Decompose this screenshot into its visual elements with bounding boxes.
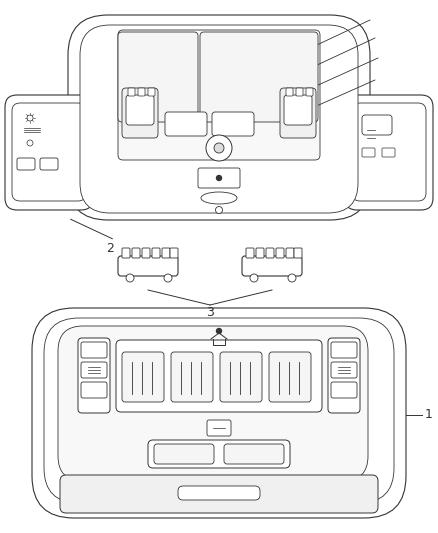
FancyBboxPatch shape [207, 420, 231, 436]
FancyBboxPatch shape [345, 95, 433, 210]
FancyBboxPatch shape [126, 95, 154, 125]
FancyBboxPatch shape [118, 256, 178, 276]
Text: 3: 3 [206, 305, 214, 319]
FancyBboxPatch shape [242, 256, 302, 276]
Circle shape [216, 175, 222, 181]
FancyBboxPatch shape [162, 248, 170, 258]
FancyBboxPatch shape [81, 362, 107, 378]
FancyBboxPatch shape [132, 248, 140, 258]
Circle shape [214, 143, 224, 153]
FancyBboxPatch shape [78, 338, 110, 413]
FancyBboxPatch shape [331, 382, 357, 398]
FancyBboxPatch shape [171, 352, 213, 402]
FancyBboxPatch shape [148, 440, 290, 468]
FancyBboxPatch shape [40, 158, 58, 170]
FancyBboxPatch shape [154, 444, 214, 464]
FancyBboxPatch shape [306, 88, 313, 96]
Circle shape [27, 115, 33, 121]
Ellipse shape [201, 192, 237, 204]
FancyBboxPatch shape [116, 340, 322, 412]
FancyBboxPatch shape [382, 148, 395, 157]
FancyBboxPatch shape [212, 112, 254, 136]
FancyBboxPatch shape [269, 352, 311, 402]
Circle shape [126, 274, 134, 282]
FancyBboxPatch shape [294, 248, 302, 258]
Circle shape [164, 274, 172, 282]
FancyBboxPatch shape [165, 112, 207, 136]
FancyBboxPatch shape [286, 248, 294, 258]
FancyBboxPatch shape [81, 342, 107, 358]
FancyBboxPatch shape [122, 352, 164, 402]
Circle shape [27, 140, 33, 146]
FancyBboxPatch shape [256, 248, 264, 258]
FancyBboxPatch shape [80, 25, 358, 213]
FancyBboxPatch shape [276, 248, 284, 258]
FancyBboxPatch shape [152, 248, 160, 258]
Circle shape [250, 274, 258, 282]
FancyBboxPatch shape [296, 88, 303, 96]
FancyBboxPatch shape [128, 88, 135, 96]
FancyBboxPatch shape [60, 475, 378, 513]
FancyBboxPatch shape [362, 148, 375, 157]
FancyBboxPatch shape [331, 342, 357, 358]
FancyBboxPatch shape [224, 444, 284, 464]
FancyBboxPatch shape [220, 352, 262, 402]
FancyBboxPatch shape [122, 248, 130, 258]
FancyBboxPatch shape [331, 362, 357, 378]
FancyBboxPatch shape [32, 308, 406, 518]
Text: 2: 2 [106, 241, 114, 254]
FancyBboxPatch shape [5, 95, 93, 210]
FancyBboxPatch shape [118, 32, 198, 122]
FancyBboxPatch shape [198, 168, 240, 188]
FancyBboxPatch shape [142, 248, 150, 258]
FancyBboxPatch shape [118, 30, 320, 160]
Circle shape [216, 328, 222, 334]
FancyBboxPatch shape [362, 115, 392, 135]
FancyBboxPatch shape [286, 88, 293, 96]
Circle shape [206, 135, 232, 161]
FancyBboxPatch shape [284, 95, 312, 125]
FancyBboxPatch shape [138, 88, 145, 96]
FancyBboxPatch shape [81, 382, 107, 398]
FancyBboxPatch shape [44, 318, 394, 503]
FancyBboxPatch shape [280, 88, 316, 138]
FancyBboxPatch shape [12, 103, 86, 201]
FancyBboxPatch shape [122, 88, 158, 138]
FancyBboxPatch shape [58, 326, 368, 481]
FancyBboxPatch shape [68, 15, 370, 220]
FancyBboxPatch shape [266, 248, 274, 258]
Circle shape [288, 274, 296, 282]
FancyBboxPatch shape [148, 88, 155, 96]
FancyBboxPatch shape [352, 103, 426, 201]
Text: 1: 1 [425, 408, 433, 422]
FancyBboxPatch shape [328, 338, 360, 413]
FancyBboxPatch shape [246, 248, 254, 258]
FancyBboxPatch shape [17, 158, 35, 170]
FancyBboxPatch shape [200, 32, 318, 122]
FancyBboxPatch shape [178, 486, 260, 500]
Circle shape [215, 206, 223, 214]
FancyBboxPatch shape [170, 248, 178, 258]
